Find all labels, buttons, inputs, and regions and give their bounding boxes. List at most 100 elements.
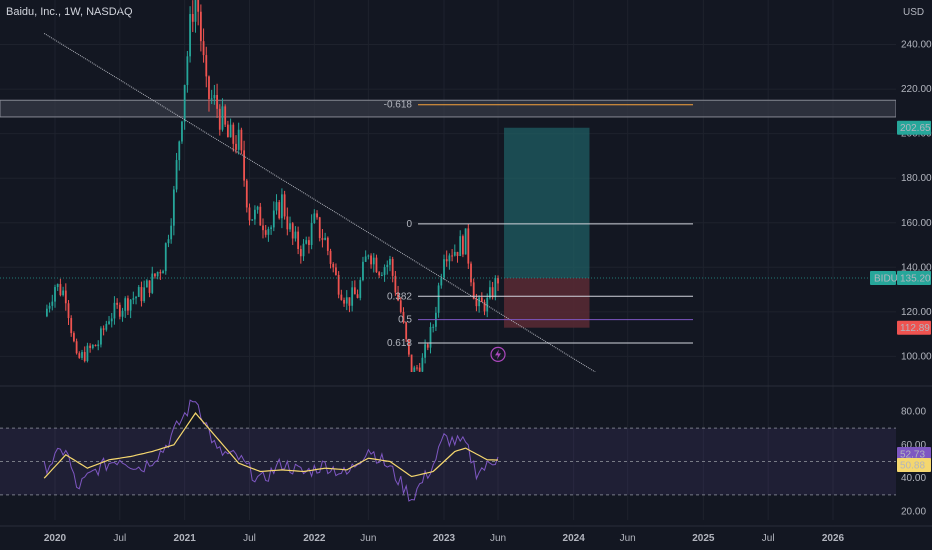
candle-body <box>156 272 159 277</box>
fib-level-label: 0 <box>406 219 412 230</box>
candle-body <box>254 209 256 220</box>
candle-body <box>127 298 129 311</box>
rsi-tick-label: 60.00 <box>901 440 926 451</box>
candle-body <box>448 255 451 262</box>
candle-body <box>259 206 262 226</box>
candle-body <box>221 106 224 130</box>
candle-body <box>264 230 267 235</box>
candle-body <box>405 322 408 340</box>
candle-body <box>267 228 270 235</box>
candle-body <box>278 202 281 219</box>
candle-body <box>235 143 237 150</box>
candle-body <box>100 328 102 345</box>
candle-body <box>135 296 137 299</box>
candle-body <box>83 352 86 361</box>
price-tick-label: 100.00 <box>901 351 932 362</box>
candle-body <box>129 299 132 311</box>
candle-body <box>432 326 435 328</box>
candle-body <box>332 263 335 268</box>
candle-body <box>237 129 240 150</box>
candle-body <box>89 345 92 349</box>
price-axis: USD100.00120.00140.00160.00180.00200.002… <box>870 7 932 362</box>
candle-body <box>437 285 440 313</box>
candle-body <box>472 282 475 300</box>
candle-body <box>124 298 127 311</box>
candle-body <box>394 275 397 293</box>
candle-body <box>262 225 264 231</box>
price-tag-value: 112.89 <box>900 323 930 334</box>
candle-body <box>391 258 394 276</box>
rsi-tag-value: 50.88 <box>900 461 925 472</box>
candle-body <box>480 297 483 302</box>
candle-body <box>483 301 486 312</box>
candle-body <box>345 297 348 304</box>
candle-body <box>386 264 389 268</box>
candle-body <box>402 311 405 323</box>
candle-body <box>75 341 78 354</box>
candle-body <box>240 129 243 151</box>
candle-body <box>283 194 286 217</box>
rsi-tick-label: 40.00 <box>901 473 926 484</box>
rsi-value-tag: 50.88 <box>897 458 931 473</box>
candle-body <box>224 106 227 125</box>
fib-level-label: 0.5 <box>398 315 412 326</box>
candle-body <box>245 180 248 208</box>
time-tick-label: 2020 <box>44 533 67 544</box>
rsi-ma-line <box>43 412 498 479</box>
candle-body <box>275 202 278 211</box>
candle-body <box>216 94 218 109</box>
candle-body <box>110 318 113 322</box>
candle-body <box>467 228 470 264</box>
candle-body <box>302 243 305 257</box>
candle-body <box>172 189 175 226</box>
candle-body <box>453 251 456 256</box>
chart-title: Baidu, Inc., 1W, NASDAQ <box>6 6 133 18</box>
time-tick-label: 2023 <box>433 533 456 544</box>
candle-body <box>326 237 329 251</box>
candle-body <box>329 250 332 264</box>
candle-body <box>335 267 337 275</box>
price-tag-box <box>897 120 931 135</box>
candle-body <box>199 11 202 42</box>
time-tick-label: 2024 <box>563 533 586 544</box>
symbol-tag-box <box>870 270 896 285</box>
candle-body <box>389 258 391 265</box>
position-loss-zone <box>504 277 590 328</box>
candle-body <box>137 287 140 297</box>
candle-body <box>424 344 426 358</box>
candle-body <box>478 297 481 307</box>
symbol-tag-label: BIDU <box>874 273 898 284</box>
candle-body <box>178 141 181 161</box>
candle-body <box>451 255 454 257</box>
candle-body <box>51 301 54 306</box>
candle-body <box>105 323 108 330</box>
price-tag: 112.89 <box>897 320 931 335</box>
candle-body <box>367 255 370 257</box>
candle-body <box>208 76 210 99</box>
price-tick-label: 160.00 <box>901 218 932 229</box>
candle-body <box>170 225 173 240</box>
candle-body <box>316 213 318 218</box>
candle-body <box>181 121 183 142</box>
price-tick-label: 220.00 <box>901 84 932 95</box>
fib-level-label: 0.618 <box>387 338 412 349</box>
candle-body <box>305 240 308 244</box>
candles <box>45 0 499 372</box>
candle-body <box>270 227 273 229</box>
candle-body <box>289 223 291 230</box>
candle-body <box>426 344 429 348</box>
candle-body <box>318 217 321 239</box>
time-tick-label: Jul <box>113 533 126 544</box>
candle-body <box>54 287 56 302</box>
time-tick-label: Jun <box>360 533 376 544</box>
rsi-tick-label: 20.00 <box>901 507 926 518</box>
fib-level-label: 0.382 <box>387 291 412 302</box>
candle-body <box>62 290 65 296</box>
candle-body <box>70 318 73 334</box>
candle-body <box>294 231 297 239</box>
candle-body <box>459 236 462 257</box>
rsi-tick-label: 80.00 <box>901 406 926 417</box>
candle-body <box>154 273 156 277</box>
